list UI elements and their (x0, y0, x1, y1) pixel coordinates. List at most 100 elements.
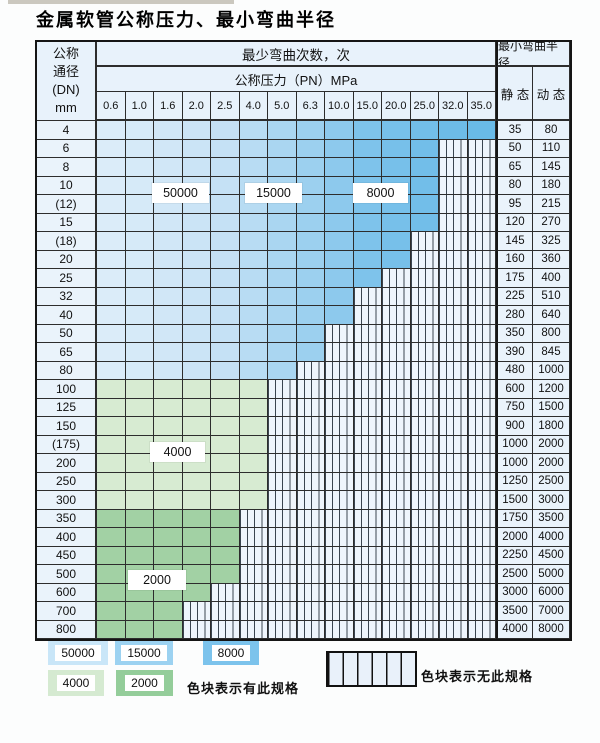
pn-cell-no-spec (439, 158, 468, 177)
pn-cell-no-spec (382, 565, 411, 584)
dn-cell: 100 (37, 380, 97, 399)
legend-swatch-50000: 50000 (48, 641, 108, 665)
pn-cell-available (125, 250, 154, 269)
legend-swatch-label: 50000 (55, 645, 101, 661)
pn-cell-available (125, 602, 154, 621)
pn-cell-no-spec (382, 602, 411, 621)
legend-swatch-8000: 8000 (203, 641, 259, 665)
pn-cell-available (97, 306, 126, 325)
pn-cell-no-spec (296, 602, 325, 621)
pn-cell-no-spec (410, 361, 439, 380)
pn-cell-available (125, 417, 154, 436)
static-radius-cell: 175 (496, 269, 533, 288)
pn-cell-available (353, 250, 382, 269)
pn-cell-no-spec (467, 324, 496, 343)
pn-cell-no-spec (239, 565, 268, 584)
pn-cell-available (97, 139, 126, 158)
dn-cell: 20 (37, 250, 97, 269)
pn-cell-no-spec (239, 546, 268, 565)
pn-cell-available (97, 287, 126, 306)
pn-cell-available (325, 176, 354, 195)
pn-cell-no-spec (410, 565, 439, 584)
pn-cell-available (97, 528, 126, 547)
pn-cell-no-spec (467, 398, 496, 417)
pn-cell-available (125, 380, 154, 399)
pn-cell-available (296, 213, 325, 232)
pn-cell-no-spec (467, 176, 496, 195)
pn-header-cell: 0.6 (97, 92, 126, 121)
pn-cell-no-spec (410, 491, 439, 510)
pn-cell-available (97, 121, 126, 140)
pn-cell-no-spec (382, 454, 411, 473)
pn-cell-available (211, 343, 240, 362)
dn-cell: 600 (37, 583, 97, 602)
pn-cell-available (268, 287, 297, 306)
static-radius-cell: 1000 (496, 435, 533, 454)
dynamic-radius-cell: 5000 (533, 565, 570, 584)
pn-cell-no-spec (325, 361, 354, 380)
pn-cell-available (125, 546, 154, 565)
pn-header-cell: 32.0 (439, 92, 468, 121)
static-radius-cell: 2500 (496, 565, 533, 584)
static-radius-cell: 2000 (496, 528, 533, 547)
pn-cell-no-spec (467, 602, 496, 621)
pn-cell-no-spec (353, 528, 382, 547)
pn-cell-no-spec (439, 546, 468, 565)
pn-cell-no-spec (325, 380, 354, 399)
pn-cell-available (296, 269, 325, 288)
dn-cell: 8 (37, 158, 97, 177)
pn-cell-available (239, 380, 268, 399)
pn-cell-available (182, 583, 211, 602)
pn-cell-no-spec (268, 509, 297, 528)
pn-cell-no-spec (382, 528, 411, 547)
pn-cell-available (125, 287, 154, 306)
pn-cell-available (154, 250, 183, 269)
pn-cell-no-spec (353, 620, 382, 639)
pn-cell-available (182, 509, 211, 528)
pn-cell-available (211, 380, 240, 399)
pn-cell-no-spec (467, 435, 496, 454)
pn-cell-no-spec (268, 602, 297, 621)
pn-cell-no-spec (439, 565, 468, 584)
static-radius-cell: 3500 (496, 602, 533, 621)
pn-cell-no-spec (410, 306, 439, 325)
pn-cell-no-spec (268, 565, 297, 584)
static-radius-cell: 225 (496, 287, 533, 306)
pn-cell-available (182, 287, 211, 306)
pn-cell-no-spec (382, 546, 411, 565)
dynamic-radius-cell: 215 (533, 195, 570, 214)
pn-cell-no-spec (325, 454, 354, 473)
pn-header-cell: 1.0 (125, 92, 154, 121)
pn-cell-available (125, 509, 154, 528)
pn-cell-available (125, 491, 154, 510)
pn-cell-available (382, 121, 411, 140)
pn-cell-no-spec (467, 472, 496, 491)
pn-cell-no-spec (353, 454, 382, 473)
pn-cell-available (296, 139, 325, 158)
pn-cell-no-spec (439, 269, 468, 288)
pn-cell-no-spec (410, 546, 439, 565)
pn-cell-available (97, 491, 126, 510)
pn-cell-available (97, 232, 126, 251)
cycle-count-label-2000: 2000 (128, 570, 186, 590)
pn-cell-available (296, 324, 325, 343)
dynamic-header: 动 态 (533, 67, 570, 121)
spec-table: 公称 通径 (DN) mm 最少弯曲次数，次 公称压力（PN）MPa 最小弯曲半… (35, 40, 572, 641)
dynamic-radius-cell: 3500 (533, 509, 570, 528)
pn-cell-available (239, 306, 268, 325)
dn-cell: 500 (37, 565, 97, 584)
pn-cell-available (125, 324, 154, 343)
cycle-count-label-50000: 50000 (152, 183, 209, 203)
pn-cell-available (353, 213, 382, 232)
pn-cell-available (182, 472, 211, 491)
pn-cell-no-spec (382, 269, 411, 288)
pn-cell-no-spec (268, 417, 297, 436)
pn-cell-no-spec (467, 250, 496, 269)
pn-cell-available (97, 509, 126, 528)
dynamic-radius-cell: 325 (533, 232, 570, 251)
pn-cell-no-spec (439, 139, 468, 158)
pn-cell-available (410, 213, 439, 232)
pn-cell-no-spec (325, 509, 354, 528)
pn-cell-no-spec (296, 583, 325, 602)
pn-cell-available (125, 158, 154, 177)
